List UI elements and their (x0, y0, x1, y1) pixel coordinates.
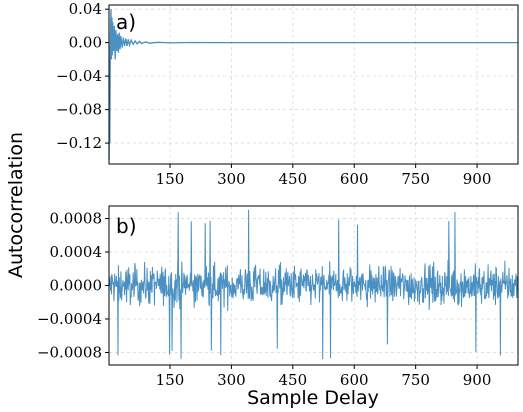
y-tick-label: 0.0008 (50, 210, 103, 228)
panel-a-series-line (108, 9, 518, 160)
x-tick-label: 600 (340, 170, 369, 188)
shared-ylabel: Autocorrelation (5, 132, 27, 278)
panel-a-label: a) (116, 10, 136, 34)
y-tick-label: 0.0000 (50, 277, 103, 295)
y-tick-label: −0.08 (56, 101, 102, 119)
x-tick-label: 900 (463, 371, 492, 389)
x-tick-label: 450 (279, 170, 308, 188)
panel-b-xticks: 150 300 450 600 750 900 (156, 365, 492, 389)
x-tick-label: 300 (217, 170, 246, 188)
y-tick-label: −0.12 (56, 134, 102, 152)
x-tick-label: 150 (156, 371, 185, 389)
x-tick-label: 450 (279, 371, 308, 389)
y-tick-label: 0.0004 (50, 243, 103, 261)
panel-b: 0.0008 0.0004 0.0000 −0.0004 −0.0008 150 300 4… (37, 205, 519, 389)
panel-b-label: b) (116, 214, 137, 238)
panel-b-series-line (108, 209, 519, 360)
x-tick-label: 600 (340, 371, 369, 389)
x-tick-label: 750 (401, 371, 430, 389)
panel-b-yticks: 0.0008 0.0004 0.0000 −0.0004 −0.0008 (37, 210, 109, 361)
y-tick-label: 0.00 (69, 34, 102, 52)
y-tick-label: −0.0004 (37, 310, 102, 328)
panel-a-grid (109, 5, 518, 164)
panel-a-frame (108, 4, 519, 165)
panel-a-xticks: 150 300 450 600 750 900 (156, 164, 492, 188)
x-tick-label: 750 (401, 170, 430, 188)
x-tick-label: 150 (156, 170, 185, 188)
x-tick-label: 900 (463, 170, 492, 188)
y-tick-label: −0.0008 (37, 343, 102, 361)
x-tick-label: 300 (217, 371, 246, 389)
shared-xlabel: Sample Delay (247, 387, 379, 409)
y-tick-label: −0.04 (56, 67, 102, 85)
panel-a-yticks: 0.04 0.00 −0.04 −0.08 −0.12 (56, 0, 109, 152)
panel-a: 0.04 0.00 −0.04 −0.08 −0.12 150 300 450 600 750 9… (56, 0, 519, 188)
y-tick-label: 0.04 (69, 0, 102, 18)
